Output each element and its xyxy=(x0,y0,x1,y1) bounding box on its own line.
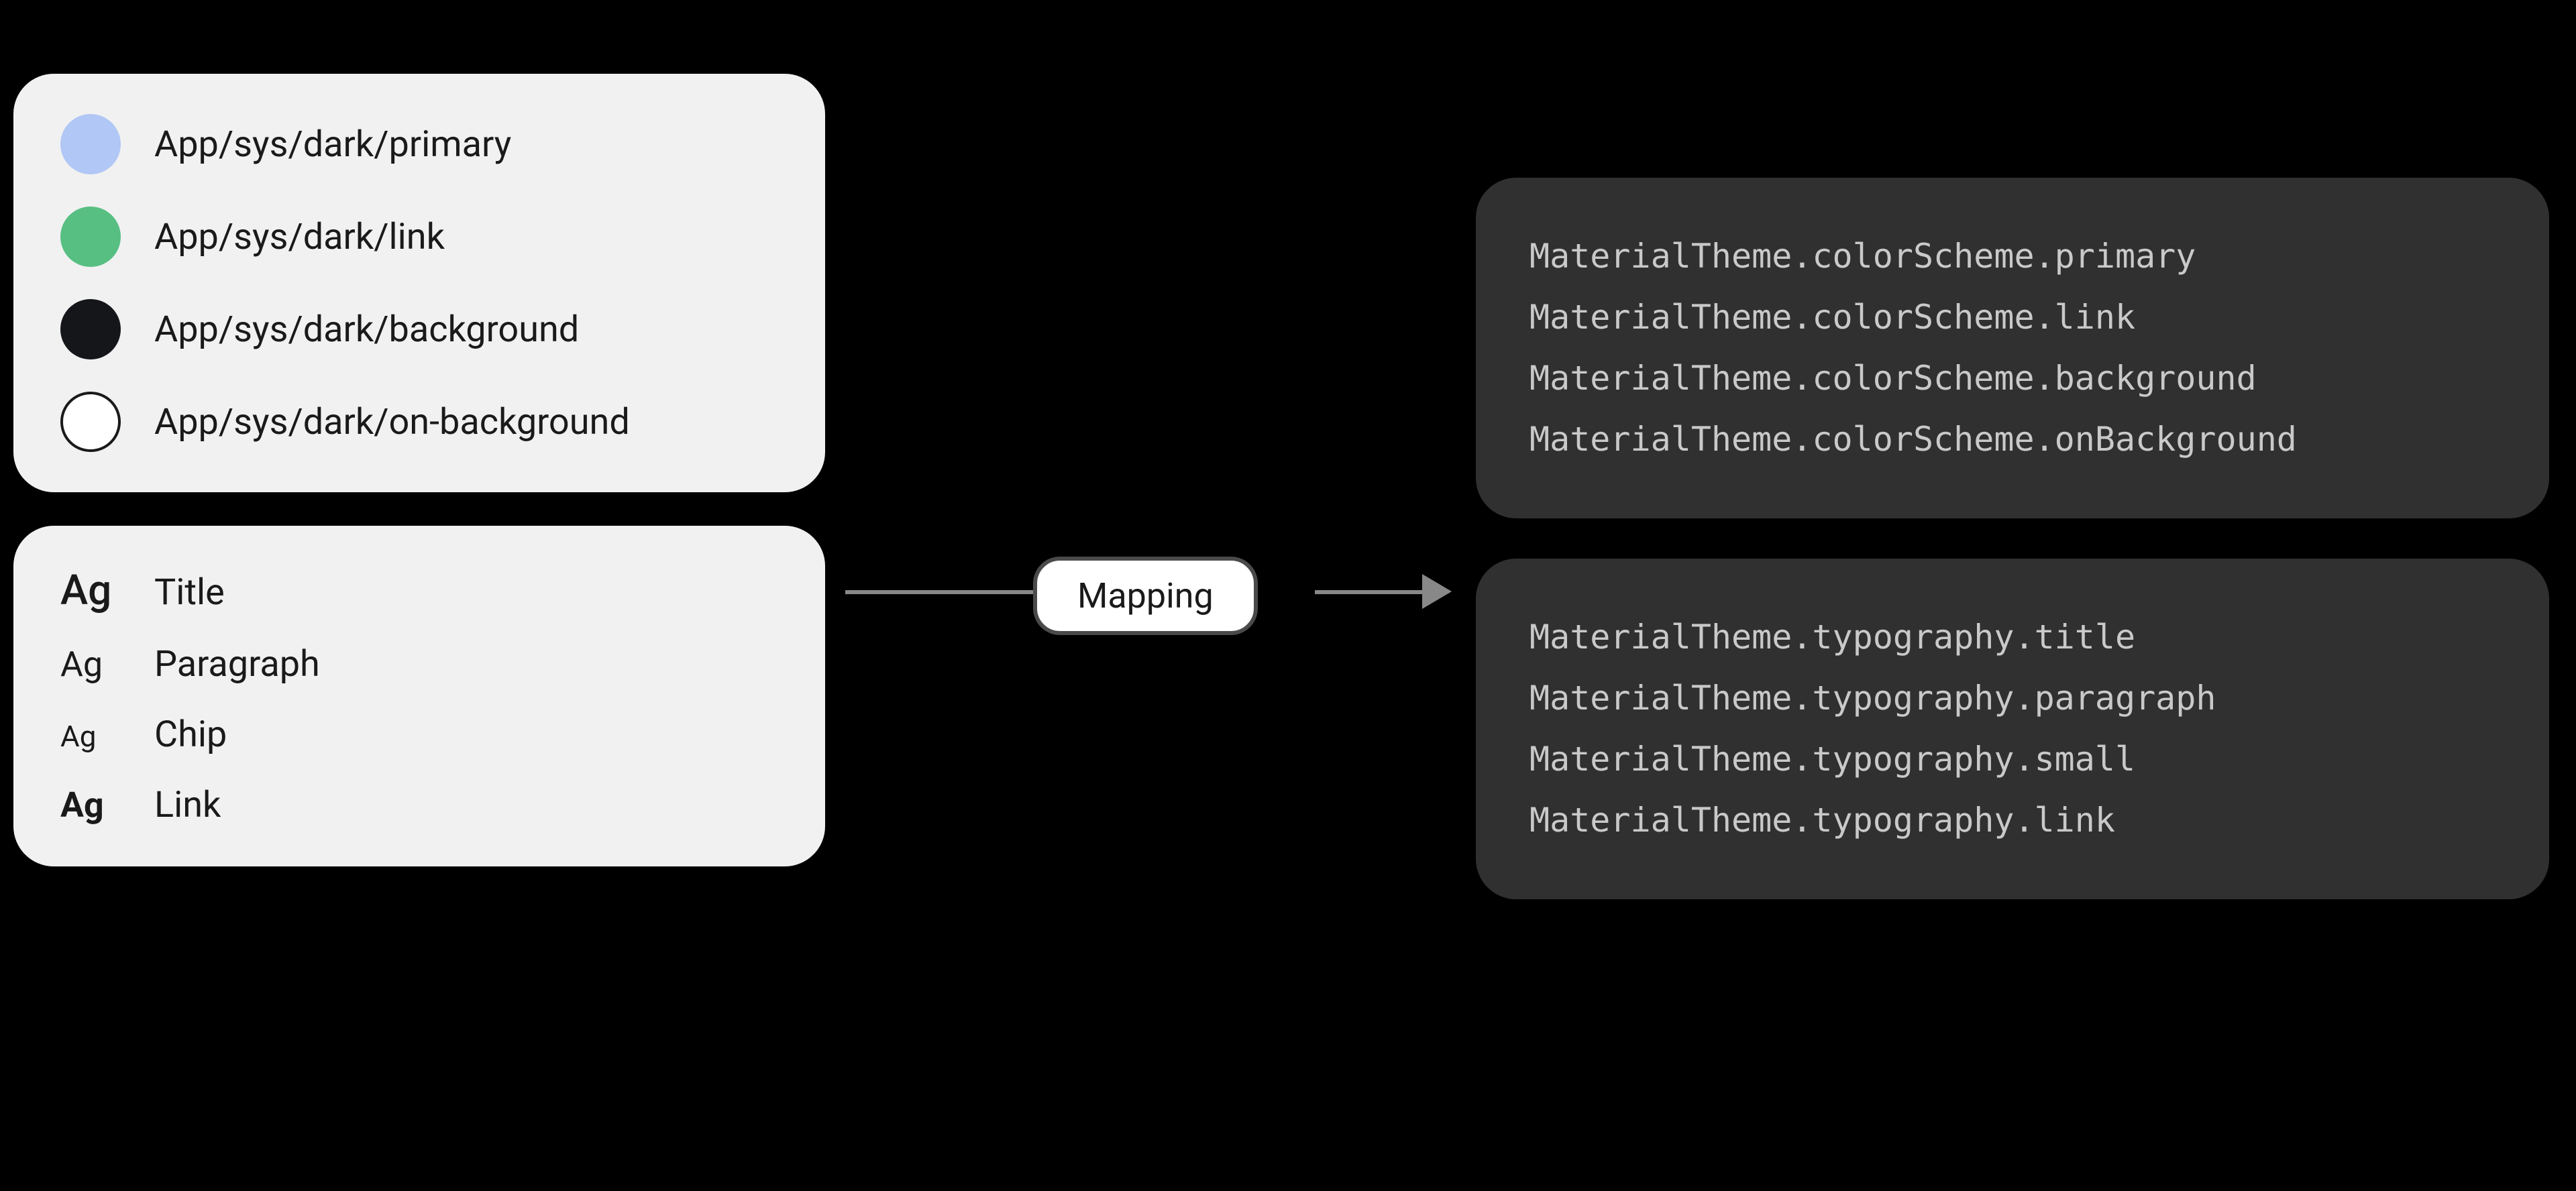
code-line: MaterialTheme.typography.title xyxy=(1529,607,2496,668)
arrow-head-icon xyxy=(1422,574,1452,609)
code-line: MaterialTheme.typography.small xyxy=(1529,729,2496,790)
diagram-root: App/sys/dark/primary App/sys/dark/link A… xyxy=(0,0,2576,1191)
color-scheme-code-card: MaterialTheme.colorScheme.primary Materi… xyxy=(1476,178,2549,518)
color-swatch-link xyxy=(60,207,121,267)
arrow-line-left xyxy=(845,590,1033,594)
color-token-row: App/sys/dark/on-background xyxy=(60,392,778,452)
color-token-label: App/sys/dark/primary xyxy=(154,123,511,166)
code-line: MaterialTheme.typography.link xyxy=(1529,790,2496,851)
typography-token-row: Ag Paragraph xyxy=(60,643,778,685)
typography-sample-link: Ag xyxy=(60,785,121,826)
code-line: MaterialTheme.colorScheme.primary xyxy=(1529,226,2496,287)
color-token-row: App/sys/dark/link xyxy=(60,207,778,267)
typography-tokens-card: Ag Title Ag Paragraph Ag Chip Ag Link xyxy=(13,526,825,866)
code-line: MaterialTheme.colorScheme.background xyxy=(1529,348,2496,409)
color-token-label: App/sys/dark/background xyxy=(154,308,579,351)
color-token-label: App/sys/dark/link xyxy=(154,216,445,258)
typography-token-label: Title xyxy=(154,571,225,614)
typography-token-label: Paragraph xyxy=(154,643,320,685)
code-line: MaterialTheme.colorScheme.onBackground xyxy=(1529,409,2496,470)
typography-token-row: Ag Link xyxy=(60,784,778,826)
color-swatch-primary xyxy=(60,114,121,174)
color-token-row: App/sys/dark/background xyxy=(60,299,778,359)
typography-token-row: Ag Chip xyxy=(60,714,778,756)
typography-sample-chip: Ag xyxy=(60,719,121,754)
code-line: MaterialTheme.typography.paragraph xyxy=(1529,668,2496,729)
arrow-line-right xyxy=(1315,590,1436,594)
color-token-label: App/sys/dark/on-background xyxy=(154,401,630,443)
code-column: MaterialTheme.colorScheme.primary Materi… xyxy=(1476,178,2549,940)
mapping-badge: Mapping xyxy=(1033,557,1258,635)
color-token-row: App/sys/dark/primary xyxy=(60,114,778,174)
color-swatch-background xyxy=(60,299,121,359)
typography-token-row: Ag Title xyxy=(60,566,778,615)
color-tokens-card: App/sys/dark/primary App/sys/dark/link A… xyxy=(13,74,825,492)
design-tokens-column: App/sys/dark/primary App/sys/dark/link A… xyxy=(13,74,825,900)
code-line: MaterialTheme.colorScheme.link xyxy=(1529,287,2496,348)
typography-token-label: Link xyxy=(154,784,221,826)
typography-sample-paragraph: Ag xyxy=(60,644,121,685)
typography-sample-title: Ag xyxy=(60,566,121,615)
typography-token-label: Chip xyxy=(154,714,227,756)
typography-code-card: MaterialTheme.typography.title MaterialT… xyxy=(1476,559,2549,899)
color-swatch-on-background xyxy=(60,392,121,452)
